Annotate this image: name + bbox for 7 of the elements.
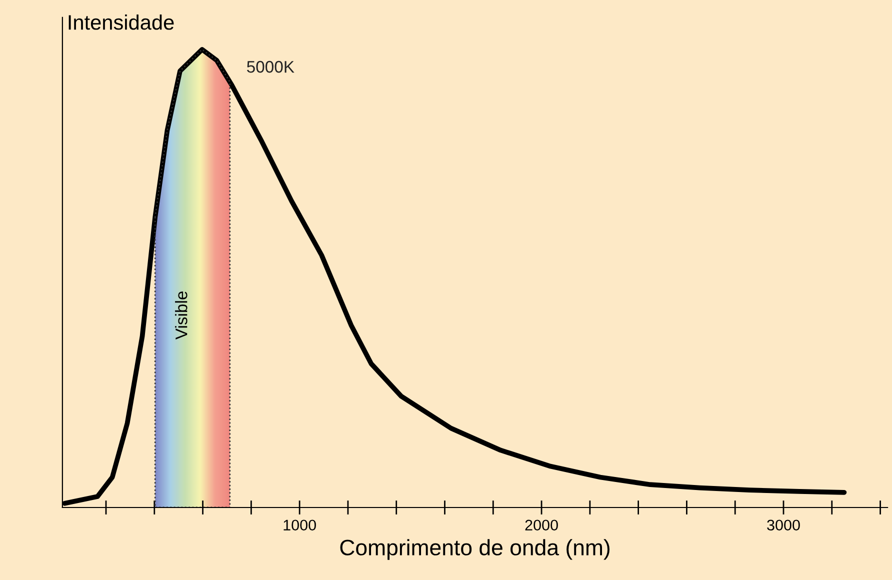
series-label: 5000K (247, 60, 294, 73)
x-tick-label: 3000 (767, 520, 800, 531)
x-tick-label: 1000 (284, 520, 316, 531)
y-axis-title: Intensidade (68, 14, 174, 30)
x-tick-label: 2000 (525, 520, 558, 531)
band-label: Visible (175, 292, 188, 340)
x-axis-title: Comprimento de onda (nm) (340, 539, 610, 560)
